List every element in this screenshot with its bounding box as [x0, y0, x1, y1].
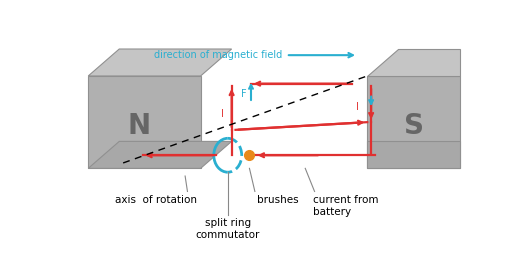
- Text: current from
battery: current from battery: [313, 195, 379, 217]
- Text: I: I: [356, 102, 358, 112]
- Text: I: I: [221, 109, 224, 120]
- Text: split ring
commutator: split ring commutator: [196, 218, 260, 240]
- Text: N: N: [127, 112, 150, 140]
- Text: I: I: [231, 129, 234, 139]
- Text: direction of magnetic field: direction of magnetic field: [154, 50, 282, 60]
- Polygon shape: [88, 49, 231, 76]
- Bar: [367, 76, 460, 168]
- Polygon shape: [367, 141, 460, 168]
- Polygon shape: [88, 141, 231, 168]
- Polygon shape: [367, 49, 460, 76]
- Text: S: S: [404, 112, 424, 140]
- Text: F: F: [241, 89, 246, 99]
- Text: brushes: brushes: [257, 195, 299, 205]
- Bar: [88, 76, 201, 168]
- Text: axis  of rotation: axis of rotation: [115, 195, 198, 205]
